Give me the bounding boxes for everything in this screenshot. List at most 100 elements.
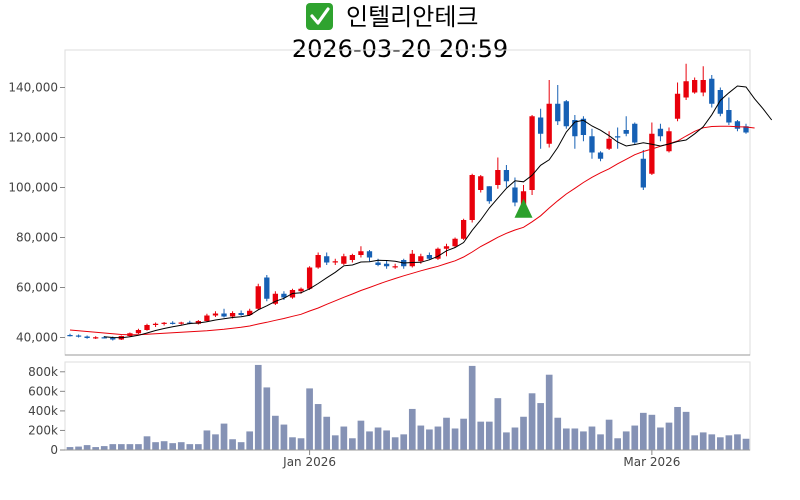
volume-bar — [408, 408, 416, 450]
candle-body — [537, 117, 544, 134]
candle-body — [264, 277, 270, 299]
volume-bar — [580, 431, 587, 450]
chart-title-text: 인텔리안테크 — [346, 3, 478, 31]
volume-bar — [571, 428, 579, 450]
candle-body — [144, 325, 150, 330]
volume-bar — [195, 444, 202, 450]
candle-body — [743, 126, 749, 133]
candle-body — [375, 262, 381, 265]
volume-bar — [306, 388, 313, 450]
volume-bar — [160, 441, 168, 450]
candle-body — [255, 286, 261, 309]
volume-bar — [614, 438, 621, 450]
candle-body — [443, 246, 450, 249]
candle-body — [358, 251, 364, 255]
volume-bar — [254, 364, 262, 450]
volume-bar — [357, 420, 365, 450]
candle — [426, 252, 433, 260]
candle — [452, 237, 458, 248]
candle — [443, 243, 450, 257]
candle — [212, 311, 219, 317]
candle-body — [75, 335, 82, 337]
candle-body — [606, 138, 612, 149]
candle-body — [204, 315, 210, 321]
candle — [674, 82, 681, 122]
volume-bar — [280, 424, 288, 450]
candle-body — [272, 293, 279, 304]
candle-body — [452, 238, 458, 247]
volume-y-tick-label: 200k — [28, 423, 58, 437]
candle-body — [426, 255, 433, 259]
candle — [632, 122, 638, 145]
volume-bar — [477, 421, 485, 450]
candle — [247, 308, 253, 316]
volume-bar — [289, 437, 296, 450]
candle-body — [221, 313, 227, 317]
volume-bar — [520, 416, 527, 450]
candle — [623, 116, 629, 137]
volume-bar — [297, 438, 305, 450]
candle — [366, 250, 373, 262]
price-y-tick-label: 100,000 — [8, 181, 58, 195]
volume-bar — [203, 430, 211, 450]
candle — [503, 165, 510, 188]
candle-body — [546, 103, 552, 144]
candle — [478, 175, 484, 193]
volume-bar — [537, 403, 544, 450]
volume-bar — [331, 435, 339, 450]
candle-body — [692, 80, 698, 93]
volume-bar — [511, 427, 519, 450]
candle-body — [84, 336, 90, 338]
ma-short-line — [104, 85, 773, 339]
chart-title: 인텔리안테크 2026-03-20 20:59 — [292, 3, 508, 63]
volume-bar — [246, 431, 254, 450]
candle-body — [649, 133, 655, 174]
volume-bar — [126, 444, 134, 450]
price-y-tick-label: 60,000 — [16, 281, 58, 295]
check-mark-icon — [306, 3, 333, 30]
candle-body — [486, 186, 492, 202]
volume-bar — [528, 393, 536, 450]
volume-bar — [716, 437, 724, 450]
candle — [469, 173, 475, 223]
candle — [170, 321, 176, 325]
candle — [486, 186, 492, 204]
candle — [93, 336, 99, 339]
candle — [460, 218, 467, 240]
volume-bar — [366, 431, 373, 450]
volume-bar — [588, 426, 596, 450]
candle-body — [632, 123, 638, 143]
candle — [264, 275, 270, 302]
candle — [195, 320, 202, 325]
volume-bar — [699, 432, 707, 450]
candle-body — [135, 330, 142, 334]
volume-bar — [443, 417, 450, 450]
candle-body — [614, 136, 621, 138]
candle-body — [666, 131, 672, 152]
buy-signal-marker — [514, 198, 533, 218]
candle-body — [709, 78, 715, 104]
volume-bar — [545, 374, 553, 450]
volume-bar — [503, 432, 510, 450]
candle-body — [332, 261, 338, 263]
candle-body — [700, 80, 706, 93]
volume-bar — [400, 434, 408, 450]
volume-bar — [674, 406, 681, 450]
chart-subtitle: 2026-03-20 20:59 — [292, 35, 508, 63]
candle-body — [683, 81, 689, 98]
candle-body — [478, 176, 484, 190]
volume-bar — [597, 434, 604, 450]
candle-body — [93, 337, 99, 339]
volume-y-tick-label: 800k — [28, 365, 58, 379]
candle — [221, 308, 227, 318]
volume-bar — [374, 427, 382, 450]
candle — [332, 258, 338, 265]
volume-bar — [665, 422, 673, 450]
candle — [700, 66, 706, 97]
candle-body — [418, 256, 424, 262]
candle-body — [170, 322, 176, 324]
candle — [692, 77, 698, 94]
volume-bar — [83, 445, 91, 450]
volume-bar — [340, 426, 348, 450]
volume-y-axis: 0 200k 400k 600k 800k — [28, 365, 65, 457]
